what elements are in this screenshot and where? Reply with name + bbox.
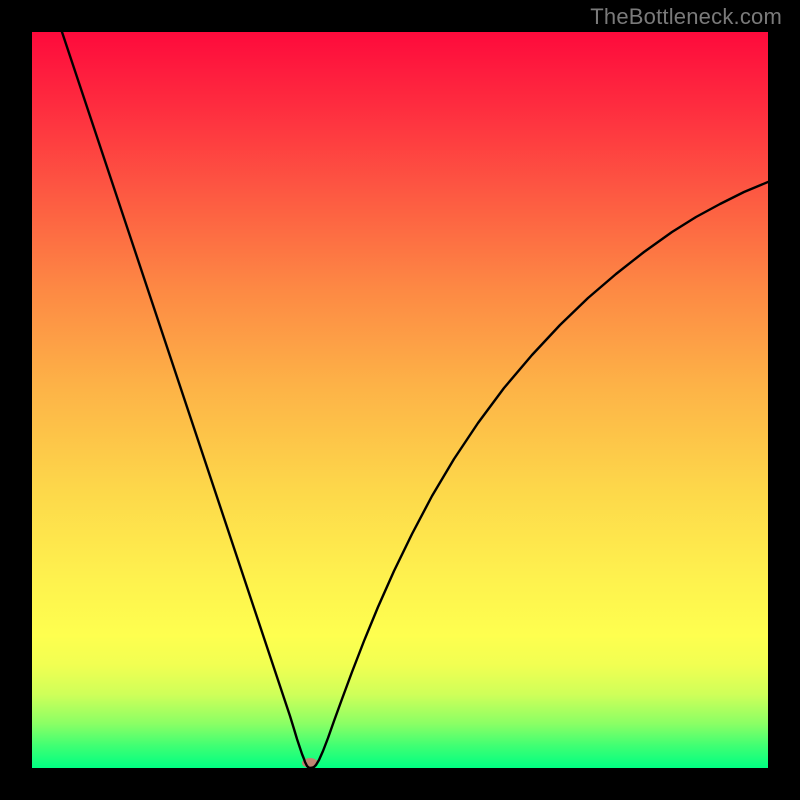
plot-svg [32, 32, 768, 768]
plot-area [32, 32, 768, 768]
watermark-text: TheBottleneck.com [590, 4, 782, 30]
gradient-background [32, 32, 768, 768]
chart-frame: TheBottleneck.com [0, 0, 800, 800]
